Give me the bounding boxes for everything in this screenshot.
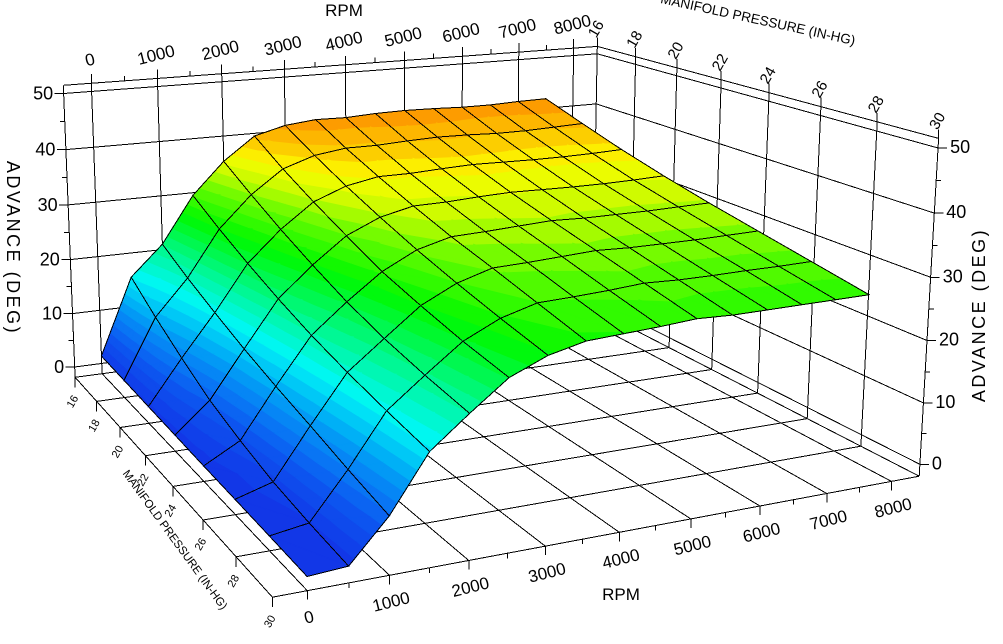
svg-text:22: 22 bbox=[135, 472, 152, 489]
svg-text:ADVANCE (DEG): ADVANCE (DEG) bbox=[969, 228, 989, 402]
svg-text:16: 16 bbox=[585, 18, 608, 41]
svg-text:20: 20 bbox=[939, 330, 959, 350]
svg-text:20: 20 bbox=[110, 444, 127, 461]
svg-text:24: 24 bbox=[163, 503, 180, 520]
svg-text:28: 28 bbox=[865, 93, 888, 116]
svg-text:26: 26 bbox=[193, 536, 210, 553]
svg-text:30: 30 bbox=[38, 195, 58, 215]
svg-text:10: 10 bbox=[42, 304, 62, 324]
svg-text:30: 30 bbox=[943, 266, 963, 286]
svg-text:16: 16 bbox=[65, 393, 82, 410]
svg-text:RPM: RPM bbox=[325, 1, 363, 20]
svg-text:24: 24 bbox=[757, 64, 780, 87]
svg-text:0: 0 bbox=[932, 453, 942, 473]
svg-text:30: 30 bbox=[926, 110, 949, 133]
svg-text:40: 40 bbox=[946, 202, 966, 222]
svg-text:22: 22 bbox=[709, 51, 732, 74]
svg-text:50: 50 bbox=[33, 84, 53, 104]
svg-text:18: 18 bbox=[86, 418, 103, 435]
svg-text:ADVANCE (DEG): ADVANCE (DEG) bbox=[3, 161, 23, 335]
svg-text:0: 0 bbox=[83, 50, 97, 71]
svg-text:10: 10 bbox=[935, 392, 955, 412]
svg-text:20: 20 bbox=[664, 39, 687, 62]
svg-text:0: 0 bbox=[54, 357, 64, 377]
svg-text:RPM: RPM bbox=[602, 585, 640, 604]
svg-text:30: 30 bbox=[262, 613, 279, 630]
svg-text:20: 20 bbox=[40, 250, 60, 270]
svg-text:40: 40 bbox=[35, 140, 55, 160]
svg-text:18: 18 bbox=[623, 28, 646, 51]
svg-text:26: 26 bbox=[808, 78, 831, 101]
svg-text:50: 50 bbox=[950, 137, 970, 157]
svg-text:28: 28 bbox=[226, 573, 243, 590]
svg-text:0: 0 bbox=[302, 607, 316, 628]
